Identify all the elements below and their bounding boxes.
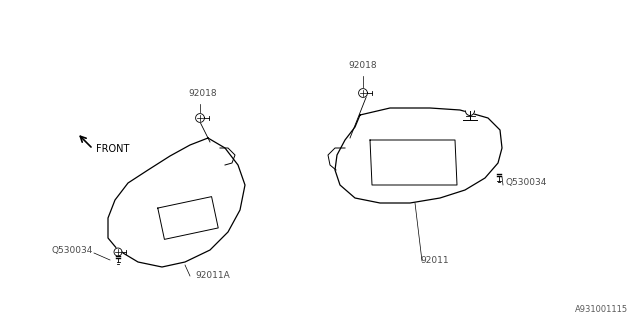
Polygon shape — [196, 114, 204, 122]
Text: 92018: 92018 — [188, 89, 216, 98]
Text: 92011A: 92011A — [195, 271, 230, 280]
Polygon shape — [465, 111, 474, 116]
Text: Q530034: Q530034 — [52, 246, 93, 255]
Polygon shape — [114, 248, 122, 256]
Text: A931001115: A931001115 — [575, 305, 628, 314]
Text: 92018: 92018 — [348, 61, 376, 70]
Text: 92011: 92011 — [420, 256, 449, 265]
Text: FRONT: FRONT — [96, 144, 129, 154]
Text: Q530034: Q530034 — [505, 178, 547, 187]
Polygon shape — [358, 89, 367, 97]
